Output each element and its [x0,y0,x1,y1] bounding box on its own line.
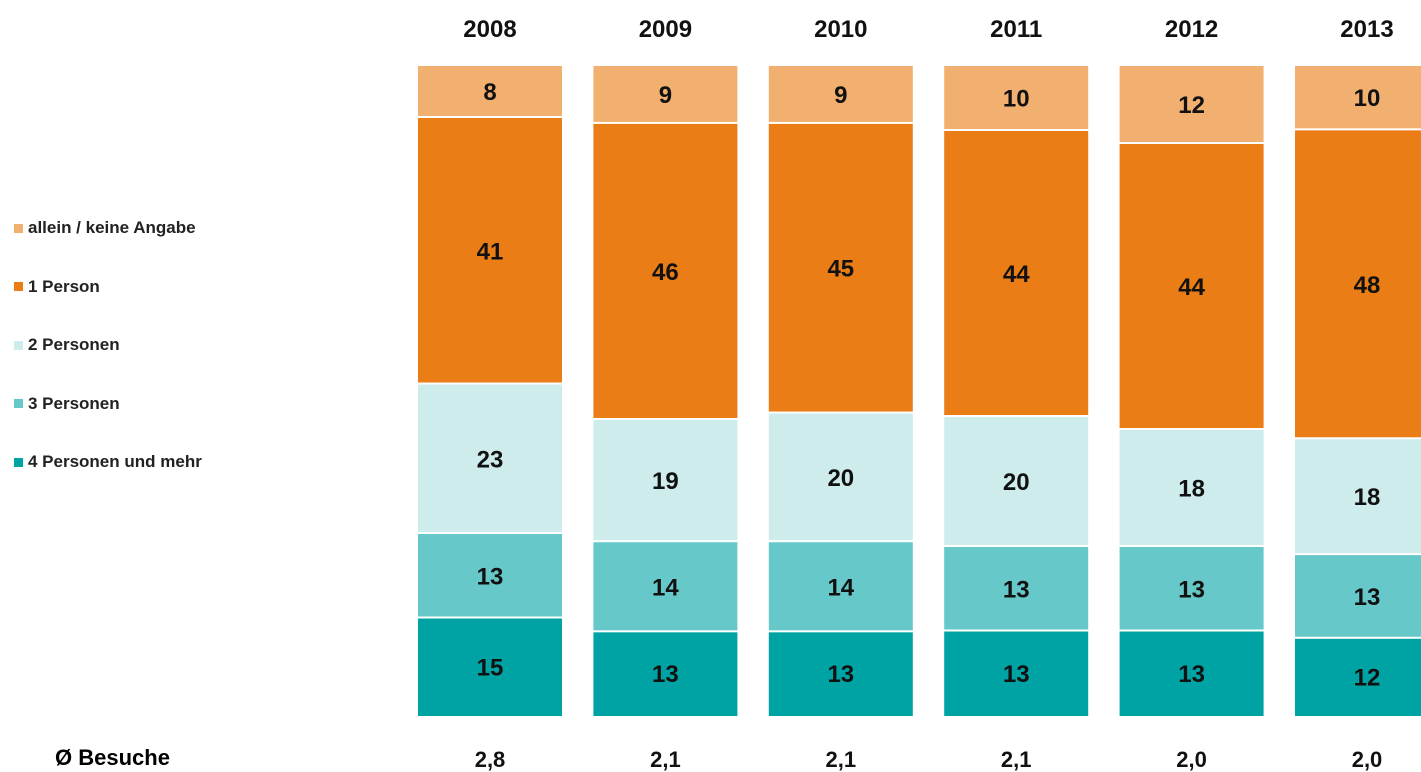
data-label: 23 [477,446,504,473]
bar-segment [593,632,738,716]
legend-label: 3 Personen [28,393,120,413]
bar-segment [768,123,913,412]
data-label: 13 [1354,584,1381,611]
legend-item: 3 Personen [14,394,202,414]
bar-segment [1295,555,1421,637]
footer-value: 2,1 [826,747,857,772]
data-label: 10 [1354,85,1381,112]
bar-segment [1295,66,1421,129]
bar-segment [593,542,738,631]
data-label: 9 [659,82,672,109]
bar-segment [418,118,562,383]
data-label: 41 [477,238,504,265]
data-label: 13 [1178,576,1205,603]
data-label: 19 [652,468,679,495]
bar-segment [593,419,738,541]
bar-segment [418,66,562,116]
bar-segment [593,66,738,122]
bar-segment [944,66,1089,129]
bar-segment [944,631,1089,716]
bar-segment [1295,130,1421,438]
data-label: 48 [1354,272,1381,299]
data-label: 13 [477,563,504,590]
legend-item: allein / keine Angabe [14,218,202,238]
bar-segment [1295,638,1421,716]
data-label: 15 [477,654,504,681]
bar-segment [944,417,1089,545]
legend-swatch [14,399,23,408]
legend-item: 1 Person [14,277,202,297]
category-label: 2010 [814,16,867,43]
bar-segment [418,534,562,617]
bar-segment [944,547,1089,630]
bar-segment [418,618,562,716]
data-label: 13 [1003,661,1030,688]
data-label: 20 [1003,469,1030,496]
category-label: 2009 [639,16,692,43]
legend-swatch [14,457,23,467]
footer-value: 2,0 [1176,747,1207,772]
footer-value: 2,8 [475,747,506,772]
data-label: 45 [827,256,854,283]
data-label: 18 [1354,484,1381,511]
bar-segment [944,131,1089,415]
data-label: 10 [1003,86,1030,113]
category-label: 2013 [1340,16,1393,43]
category-label: 2012 [1165,16,1218,43]
bar-segment [1119,66,1264,142]
data-label: 44 [1003,261,1030,288]
footer-value: 2,0 [1352,747,1383,772]
data-label: 20 [827,465,854,492]
bar-segment [1119,547,1264,630]
bar-segment [593,123,738,418]
bar-segment [1119,430,1264,545]
bar-segment [1295,439,1421,554]
legend-swatch [14,282,23,291]
data-label: 18 [1178,476,1205,503]
data-label: 12 [1178,92,1205,119]
legend-swatch [14,223,23,233]
bar-segment [418,384,562,532]
category-label: 2008 [463,16,516,43]
data-label: 44 [1178,274,1205,301]
bar-segment [1119,631,1264,716]
data-label: 14 [652,574,679,601]
data-label: 13 [827,661,854,688]
legend-item: 4 Personen und mehr [14,452,202,472]
data-label: 13 [1003,576,1030,603]
data-label: 12 [1354,664,1381,691]
legend-label: 4 Personen und mehr [28,452,202,471]
data-label: 14 [827,574,854,601]
legend: allein / keine Angabe 1 Person 2 Persone… [14,218,202,511]
data-label: 46 [652,259,679,286]
legend-swatch [14,340,23,350]
bar-segment [1119,144,1264,428]
category-label: 2011 [990,16,1042,43]
data-label: 13 [652,661,679,688]
bar-segment [768,413,913,541]
footer-label: Ø Besuche [55,745,170,770]
bar-segment [768,632,913,716]
legend-label: 2 Personen [28,335,120,354]
bar-segment [768,542,913,631]
legend-label: allein / keine Angabe [28,218,196,237]
footer-value: 2,1 [650,747,681,772]
legend-label: 1 Person [28,276,100,296]
data-label: 9 [834,82,847,109]
bar-segment [768,66,913,122]
legend-item: 2 Personen [14,335,202,355]
footer-value: 2,1 [1001,747,1032,772]
data-label: 13 [1178,661,1205,688]
data-label: 8 [483,79,496,106]
